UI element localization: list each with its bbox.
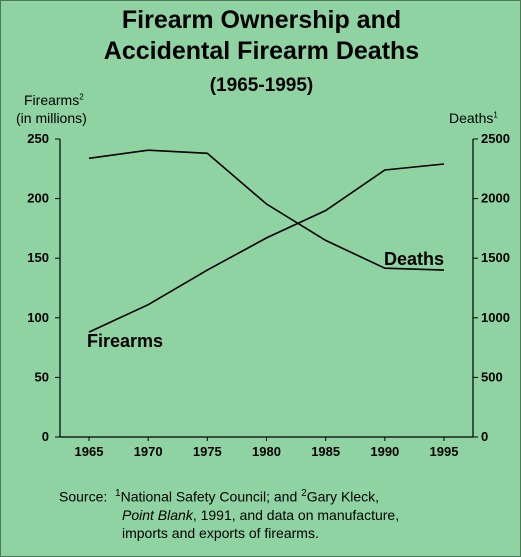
series-label-firearms: Firearms [87, 331, 163, 351]
x-tick-label: 1975 [193, 444, 222, 459]
left-tick-label: 250 [27, 131, 49, 146]
left-tick-label: 0 [42, 429, 49, 444]
right-tick-label: 1500 [481, 250, 510, 265]
x-tick-label: 1990 [370, 444, 399, 459]
right-tick-label: 2500 [481, 131, 510, 146]
source-line-3: imports and exports of firearms. [59, 524, 499, 542]
source-text-1: National Safety Council; and [121, 489, 302, 505]
x-tick-label: 1980 [252, 444, 281, 459]
x-tick-label: 1985 [311, 444, 340, 459]
source-line-1: Source: 1National Safety Council; and 2G… [59, 485, 499, 506]
x-tick-label: 1965 [75, 444, 104, 459]
right-tick-label: 0 [481, 429, 488, 444]
source-prefix: Source: [59, 489, 107, 505]
series-label-deaths: Deaths [384, 249, 444, 269]
x-tick-label: 1995 [430, 444, 459, 459]
source-text-2: Gary Kleck, [307, 489, 379, 505]
source-book-title: Point Blank [122, 507, 193, 523]
right-tick-label: 2000 [481, 191, 510, 206]
left-tick-label: 50 [35, 369, 49, 384]
source-line-2: Point Blank, 1991, and data on manufactu… [59, 506, 499, 524]
right-tick-label: 500 [481, 369, 503, 384]
left-tick-label: 150 [27, 250, 49, 265]
right-tick-label: 1000 [481, 310, 510, 325]
left-tick-label: 100 [27, 310, 49, 325]
x-tick-label: 1970 [134, 444, 163, 459]
left-tick-label: 200 [27, 191, 49, 206]
source-note: Source: 1National Safety Council; and 2G… [59, 485, 499, 542]
source-text-3: , 1991, and data on manufacture, [193, 507, 399, 523]
